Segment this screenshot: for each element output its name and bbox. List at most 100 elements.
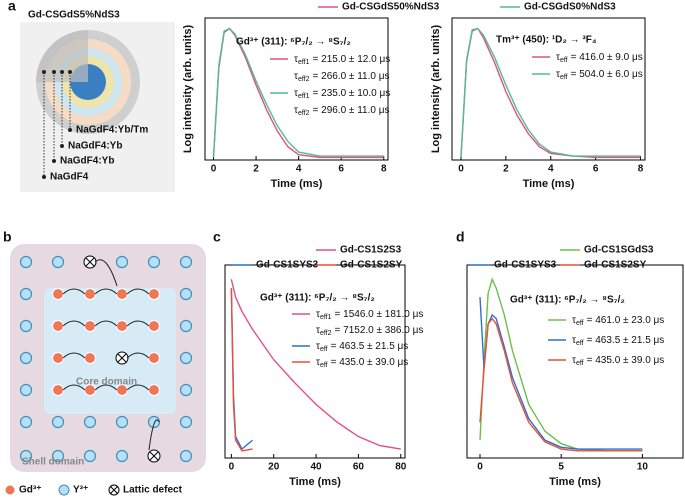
core-label: Core domain (76, 377, 137, 388)
y-axis-label: Log intensity (arb. units) (182, 25, 194, 154)
gd-ion (147, 383, 161, 397)
annotation: τeff = 435.0 ± 39.0 μs (316, 357, 408, 369)
y-ion (83, 449, 97, 463)
annotation-sub: eff (560, 57, 568, 64)
layer-label: NaGdF4:Yb (68, 141, 122, 152)
annotation-sub: eff1 (298, 93, 310, 100)
gd-ion (83, 319, 97, 333)
x-tick-label: 2 (253, 164, 259, 175)
annotation-value: = 504.0 ± 6.0 μs (571, 69, 643, 80)
x-axis-label: Time (ms) (523, 178, 575, 190)
annotation-sub: eff (576, 320, 584, 327)
annotation: τeff2 = 266.0 ± 11.0 μs (294, 71, 389, 83)
gd-ion (115, 287, 129, 301)
legend-text: Gd-CSGdS0%NdS3 (524, 2, 616, 13)
annotation-symbol: τ (294, 71, 298, 82)
energy-arrow (126, 384, 150, 391)
decay-curve (230, 279, 401, 450)
x-axis-label: Time (ms) (549, 476, 601, 488)
energy-arrow (94, 288, 118, 295)
energy-arrow (126, 320, 150, 327)
panel-label: b (3, 229, 12, 245)
y-ion (179, 287, 193, 301)
annotation: τeff = 504.0 ± 6.0 μs (556, 69, 643, 81)
gd-ion (147, 351, 161, 365)
plot-frame (204, 17, 389, 161)
legend-text: Gd-CS1S2SY (340, 260, 403, 271)
x-tick-label: 4 (296, 164, 302, 175)
annotation: τeff1 = 215.0 ± 12.0 μs (294, 54, 390, 66)
energy-arrow (94, 384, 118, 391)
x-tick-label: 0 (211, 164, 217, 175)
legend-text: Gd-CS1SGdS3 (584, 245, 654, 256)
annotation-symbol: τ (316, 357, 320, 368)
legend-text: Y³⁺ (73, 485, 88, 496)
x-tick-label: 6 (338, 164, 344, 175)
annotation-title: Gd³⁺ (311): ⁶P₇/₂ → ⁸S₇/₂ (260, 293, 375, 304)
annotation-value: = 416.0 ± 9.0 μs (571, 52, 643, 63)
annotation: τeff = 463.5 ± 21.5 μs (572, 335, 664, 347)
y-ion (115, 415, 129, 429)
layer-label: NaGdF4:Yb (60, 156, 114, 167)
annotation-value: = 296.0 ± 11.0 μs (313, 105, 390, 116)
annotation-symbol: τ (294, 88, 298, 99)
annotation-title: Gd³⁺ (311): ⁶P₇/₂ → ⁸S₇/₂ (236, 37, 351, 48)
defect (85, 257, 95, 267)
y-ion (51, 449, 65, 463)
x-tick-label: 0 (477, 462, 483, 473)
gd-ion (83, 351, 97, 365)
annotation-sub: eff (576, 360, 584, 367)
y-ion (179, 383, 193, 397)
annotation-symbol: τ (556, 52, 560, 63)
annotation-sub: eff (320, 346, 328, 353)
annotation-sub: eff2 (298, 76, 310, 83)
diagram-title: Gd-CSGdS5%NdS3 (28, 10, 120, 21)
annotation-sub: eff1 (298, 59, 310, 66)
y-ion (115, 255, 129, 269)
y-ion (147, 415, 161, 429)
y-ion (179, 255, 193, 269)
plot-frame (224, 264, 406, 459)
annotation-value: = 1546.0 ± 181.0 μs (335, 309, 424, 320)
legend-swatch (58, 484, 70, 496)
annotation-value: = 7152.0 ± 386.0 μs (335, 325, 424, 336)
y-ion (115, 449, 129, 463)
annotation: τeff = 461.0 ± 23.0 μs (572, 315, 664, 327)
y-ion (83, 415, 97, 429)
y-ion (179, 415, 193, 429)
annotation-sub: eff (560, 74, 568, 81)
legend-text: Gd-CSGdS50%NdS3 (342, 2, 440, 13)
annotation-value: = 215.0 ± 12.0 μs (313, 54, 391, 65)
gd-ion (51, 383, 65, 397)
x-tick-label: 80 (395, 462, 407, 473)
y-ion (179, 351, 193, 365)
gd-ion (147, 319, 161, 333)
y-ion (179, 449, 193, 463)
plot-frame (451, 17, 646, 161)
energy-arrow (62, 352, 86, 359)
y-axis-label: Log intensity (arb. units) (430, 25, 442, 154)
y-ion (19, 415, 33, 429)
x-tick-label: 4 (548, 164, 554, 175)
annotation-value: = 435.0 ± 39.0 μs (331, 357, 409, 368)
annotation: τeff1 = 1546.0 ± 181.0 μs (316, 309, 423, 321)
legend-text: Gd-CS1S2SY (584, 260, 647, 271)
nanoparticle (36, 30, 140, 179)
annotation-symbol: τ (316, 325, 320, 336)
y-ion (19, 287, 33, 301)
y-ion (147, 255, 161, 269)
x-tick-label: 6 (593, 164, 599, 175)
x-tick-label: 60 (353, 462, 365, 473)
panel-label: c (213, 229, 221, 245)
energy-arrow (148, 419, 160, 451)
gd-ion (83, 287, 97, 301)
annotation-sub: eff (320, 362, 328, 369)
layer-label: NaGdF4:Yb/Tm (76, 125, 148, 136)
annotation-value: = 463.5 ± 21.5 μs (587, 335, 665, 346)
energy-arrow (94, 320, 118, 327)
annotation: τeff = 435.0 ± 39.0 μs (572, 355, 664, 367)
annotation-title: Gd³⁺ (311): ⁶P₇/₂ → ⁸S₇/₂ (510, 295, 625, 306)
legend-text: Lattic defect (123, 485, 183, 496)
annotation: τeff2 = 7152.0 ± 386.0 μs (316, 325, 423, 337)
